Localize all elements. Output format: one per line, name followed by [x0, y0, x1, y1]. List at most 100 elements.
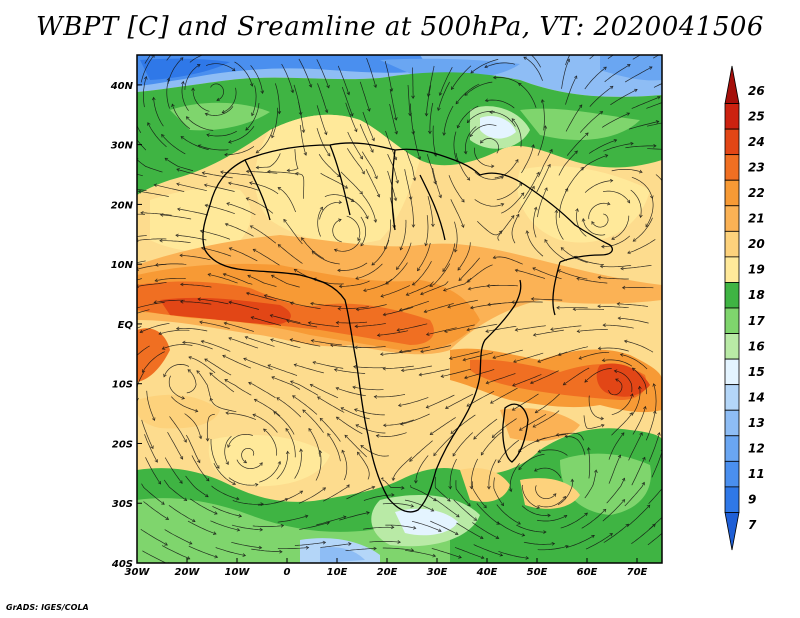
streamline-arrow: [438, 528, 442, 533]
streamline-arrow: [225, 461, 229, 466]
streamline: [137, 260, 146, 264]
streamline-arrow: [142, 369, 146, 373]
streamline-arrow: [533, 206, 538, 211]
streamline-arrow: [382, 423, 387, 428]
streamline: [360, 216, 366, 246]
streamline: [299, 124, 307, 156]
streamline: [455, 480, 471, 507]
streamline-arrow: [464, 92, 468, 96]
streamline: [301, 237, 324, 259]
streamline-arrow: [327, 432, 331, 437]
streamline: [550, 325, 582, 330]
streamline-arrow: [216, 465, 220, 469]
streamline: [430, 520, 459, 535]
streamline-arrow: [290, 89, 295, 94]
streamline-arrow: [179, 480, 183, 484]
streamline: [410, 196, 414, 228]
streamline: [538, 449, 568, 456]
streamline: [324, 194, 355, 202]
streamline-arrow: [205, 438, 210, 442]
colorbar-label: 19: [748, 263, 765, 277]
streamline: [588, 447, 591, 479]
streamline-arrow: [581, 218, 586, 222]
streamline: [432, 125, 437, 157]
streamline-arrow: [354, 128, 358, 133]
x-tick-label: 0: [284, 567, 291, 578]
streamline: [285, 428, 296, 458]
streamline: [429, 102, 434, 134]
streamline-arrow: [249, 225, 254, 229]
colorbar-swatch: [724, 486, 740, 513]
streamline-arrow: [391, 493, 395, 497]
streamline: [144, 55, 151, 64]
streamline: [171, 396, 198, 412]
streamline-arrow: [518, 427, 523, 431]
streamline-arrow: [205, 477, 210, 482]
streamline-arrow: [273, 411, 277, 415]
streamline-arrow: [510, 215, 515, 219]
streamline-arrow: [175, 326, 180, 331]
streamline: [455, 83, 480, 105]
streamline-arrow: [602, 508, 607, 513]
streamline-arrow: [285, 427, 289, 432]
streamline: [228, 337, 259, 349]
streamline-arrow: [512, 383, 516, 387]
streamline: [245, 336, 275, 347]
streamline-arrow: [186, 556, 191, 560]
streamline: [420, 345, 451, 353]
streamline: [377, 330, 409, 336]
streamline: [518, 453, 545, 470]
x-tick-label: 10E: [327, 567, 348, 578]
streamline-arrow: [277, 187, 282, 191]
streamline-arrow: [348, 542, 352, 546]
streamline: [513, 352, 544, 363]
streamline-arrow: [609, 178, 614, 183]
streamline: [155, 263, 187, 266]
streamline-arrow: [354, 324, 358, 329]
streamline-arrow: [486, 284, 490, 288]
streamline: [584, 469, 597, 499]
streamline: [496, 182, 523, 201]
streamline-arrow: [425, 404, 430, 409]
streamline: [601, 235, 631, 247]
streamline-arrow: [206, 133, 210, 138]
streamline: [205, 106, 234, 116]
streamline-arrow: [564, 187, 569, 192]
streamline-arrow: [454, 531, 459, 535]
streamline-arrow: [153, 183, 158, 188]
streamline: [588, 139, 617, 154]
streamline: [620, 264, 652, 270]
streamline: [404, 499, 434, 512]
streamline-arrow: [630, 141, 634, 146]
streamline: [159, 240, 191, 244]
streamline: [521, 144, 534, 174]
streamline-arrow: [429, 283, 433, 288]
streamline-arrow: [286, 168, 291, 173]
streamline: [316, 516, 346, 526]
streamline: [360, 445, 389, 457]
streamline-arrow: [549, 148, 553, 153]
streamline: [537, 125, 546, 156]
x-tick-label: 40E: [476, 567, 498, 578]
streamline: [494, 159, 519, 179]
streamline-arrow: [470, 70, 474, 74]
streamline-arrow: [371, 262, 375, 266]
colorbar-swatch: [724, 358, 740, 386]
streamline: [602, 499, 625, 522]
streamline: [252, 414, 278, 433]
streamline: [489, 111, 516, 127]
streamline-arrow: [466, 403, 470, 407]
streamline: [406, 281, 434, 296]
streamline-arrow: [425, 332, 430, 336]
streamline-arrow: [342, 515, 347, 520]
streamline: [277, 515, 308, 523]
streamline-arrow: [657, 432, 661, 436]
streamline: [398, 397, 429, 406]
streamline-arrow: [179, 456, 184, 460]
streamline-arrow: [627, 64, 631, 68]
streamline-arrow: [385, 281, 389, 285]
streamline: [171, 104, 191, 129]
streamline: [232, 500, 264, 505]
streamline: [537, 187, 548, 218]
